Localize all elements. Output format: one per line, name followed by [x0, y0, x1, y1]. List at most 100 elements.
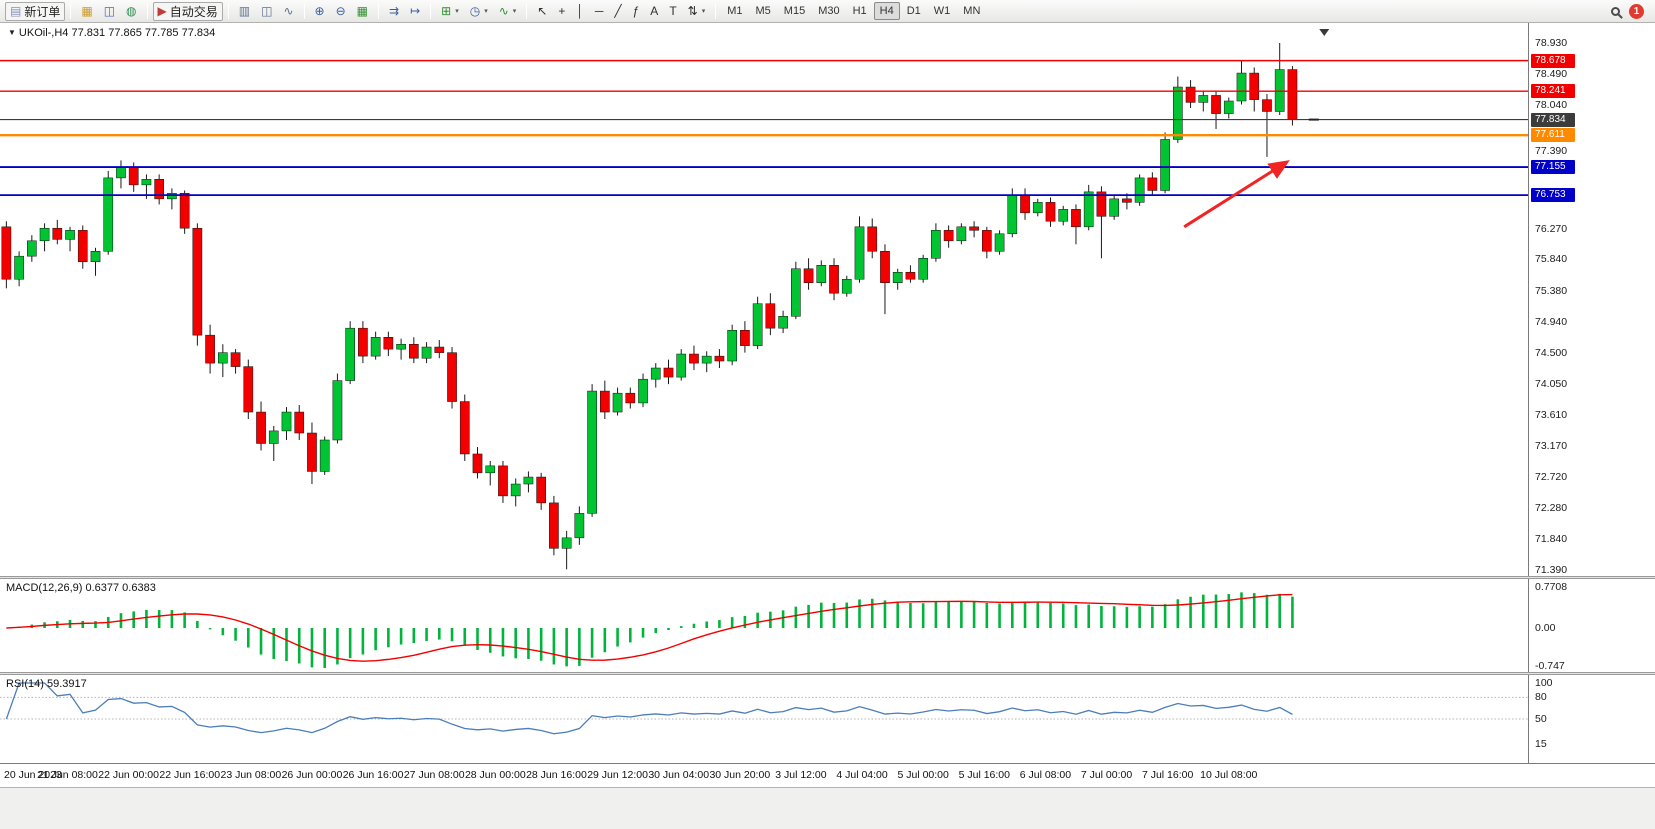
candle-body: [714, 355, 725, 362]
candle-body: [77, 230, 88, 263]
candle-body: [918, 258, 929, 280]
candle-body: [1, 226, 12, 280]
market-watch-button[interactable]: ▦: [76, 2, 97, 21]
macd-tick-label: 0.00: [1535, 622, 1556, 634]
timeframe-m1-button[interactable]: M1: [721, 2, 748, 20]
chart-window[interactable]: 78.930 78.490 78.040 77.390 76.270 75.840 75.3…: [0, 23, 1655, 787]
zoom-in-button[interactable]: ⊕: [310, 2, 330, 21]
macd-tick-label: -0.747: [1535, 660, 1565, 672]
candle-body: [408, 343, 419, 359]
zoom-out-icon: ⊖: [335, 4, 346, 18]
grid-toggle-button[interactable]: ▦: [352, 2, 373, 21]
navigator-button[interactable]: ◍: [121, 2, 141, 21]
crosshair-button[interactable]: +: [553, 2, 570, 21]
candle-body: [447, 352, 457, 402]
timeframe-h4-button[interactable]: H4: [873, 2, 900, 20]
panel-splitter[interactable]: [0, 672, 1655, 675]
candle-body: [1020, 195, 1030, 214]
candle-body: [1032, 202, 1043, 214]
rsi-indicator-label: RSI(14) 59.3917: [6, 678, 87, 690]
timeframe-m15-button[interactable]: M15: [778, 2, 811, 20]
vertical-line-button[interactable]: │: [571, 2, 589, 21]
candle-body: [1007, 195, 1018, 235]
candle-body: [1211, 95, 1221, 114]
fibonacci-button[interactable]: ƒ: [628, 2, 645, 21]
candle-body: [803, 268, 814, 283]
horizontal-line-button[interactable]: ─: [590, 2, 609, 21]
price-chart-canvas[interactable]: [0, 23, 1528, 576]
candle-body: [689, 353, 699, 364]
new-order-button[interactable]: ▤ 新订单: [5, 1, 66, 21]
rsi-value-label: 59.3917: [46, 678, 87, 690]
auto-scroll-button[interactable]: ⇉: [384, 2, 404, 21]
candle-body: [1083, 191, 1094, 228]
price-axis[interactable]: 78.930 78.490 78.040 77.390 76.270 75.840 75.3…: [1528, 23, 1655, 763]
trendline-button[interactable]: ╱: [609, 2, 626, 21]
line-chart-button[interactable]: ∿: [278, 2, 298, 21]
candle-body: [1172, 86, 1183, 140]
time-axis-label: 29 Jun 12:00: [587, 769, 648, 781]
time-axis-label: 3 Jul 12:00: [775, 769, 827, 781]
timeframe-m5-button[interactable]: M5: [750, 2, 777, 20]
time-axis-label: 26 Jun 16:00: [342, 769, 404, 781]
timeframe-d1-button[interactable]: D1: [901, 2, 927, 20]
time-axis-label: 6 Jul 08:00: [1019, 769, 1072, 781]
price-level-badge[interactable]: 77.611: [1531, 128, 1575, 143]
candle-body: [1262, 99, 1272, 112]
candle-body: [179, 193, 190, 229]
macd-tick-label: 0.7708: [1535, 581, 1568, 594]
rsi-panel-canvas[interactable]: [0, 675, 1528, 763]
autotrading-button[interactable]: ▶ 自动交易: [152, 1, 223, 21]
timeframe-m30-button[interactable]: M30: [812, 2, 845, 20]
search-icon[interactable]: [1611, 6, 1620, 16]
new-chart-button[interactable]: ⊞ ▾: [436, 2, 464, 21]
timeframe-mn-button[interactable]: MN: [957, 2, 986, 20]
text-label-button[interactable]: T: [664, 2, 681, 21]
cursor-button[interactable]: ↖: [532, 2, 552, 21]
time-axis-label: 10 Jul 08:00: [1200, 769, 1258, 781]
chart-collapse-icon[interactable]: ▼: [8, 28, 16, 37]
price-level-badge[interactable]: 78.241: [1531, 84, 1575, 99]
cursor-icon: ↖: [537, 4, 548, 18]
timeframe-h1-button[interactable]: H1: [847, 2, 873, 20]
arrows-button[interactable]: ⇅ ▾: [683, 2, 711, 21]
candle-body: [192, 227, 203, 336]
candle-body: [65, 230, 75, 240]
notifications-badge[interactable]: 1: [1629, 3, 1644, 19]
indicators-button[interactable]: ∿ ▾: [494, 2, 522, 21]
arrows-icon: ⇅: [687, 4, 698, 18]
price-level-badge[interactable]: 77.834: [1531, 112, 1575, 127]
data-window-button[interactable]: ◫: [99, 2, 120, 21]
trend-arrow-annotation[interactable]: [1183, 160, 1290, 229]
candle-body: [663, 367, 674, 378]
rsi-tick-label: 15: [1535, 738, 1547, 751]
time-axis[interactable]: 20 Jun 2023 21 Jun 08:00 22 Jun 00:00 22 Ju…: [0, 763, 1655, 787]
macd-panel-canvas[interactable]: [0, 579, 1528, 672]
auto-scroll-icon: ⇉: [389, 4, 400, 18]
price-level-badge[interactable]: 77.155: [1531, 160, 1575, 175]
macd-name-label: MACD(12,26,9): [6, 582, 83, 594]
candle-body: [205, 334, 215, 364]
panel-splitter[interactable]: [0, 576, 1655, 579]
timeframe-w1-button[interactable]: W1: [928, 2, 957, 20]
time-axis-label: 20 Jun 2023: [4, 769, 62, 781]
price-level-badge[interactable]: 76.753: [1531, 188, 1575, 203]
text-button[interactable]: A: [645, 2, 663, 21]
bar-chart-button[interactable]: ▥: [234, 2, 255, 21]
chart-shift-icon: ↦: [410, 4, 421, 18]
chart-shift-button[interactable]: ↦: [405, 2, 425, 21]
price-level-badge[interactable]: 78.678: [1531, 53, 1575, 68]
rsi-tick-label: 100: [1535, 677, 1553, 689]
macd-signal-line: [6, 593, 1293, 662]
periods-button[interactable]: ◷ ▾: [465, 2, 493, 21]
candle-body: [1287, 69, 1298, 120]
candle-body: [829, 265, 839, 294]
candle-body: [116, 167, 126, 179]
candlestick-chart-button[interactable]: ◫: [256, 2, 277, 21]
time-axis-label: 30 Jun 04:00: [648, 769, 710, 781]
chart-shift-marker[interactable]: [1319, 29, 1330, 36]
zoom-out-button[interactable]: ⊖: [331, 2, 351, 21]
toolbar-right-group: 1: [1611, 3, 1650, 19]
candle-body: [14, 255, 24, 280]
time-axis-label: 23 Jun 08:00: [220, 769, 282, 781]
